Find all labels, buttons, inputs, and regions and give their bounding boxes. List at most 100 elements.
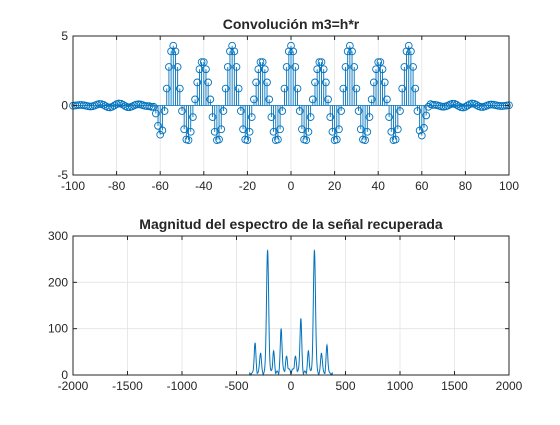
- stem-marker: [348, 47, 356, 56]
- x-tick-label: -500: [224, 379, 248, 393]
- stem-marker: [317, 58, 326, 66]
- x-tick-label: 1000: [387, 379, 414, 393]
- y-tick-label: 0: [61, 99, 68, 113]
- stem-marker: [156, 130, 165, 139]
- stem-marker: [154, 121, 162, 130]
- stem-marker: [119, 100, 127, 109]
- stem-marker: [380, 78, 389, 87]
- stem-marker: [387, 127, 396, 136]
- stem-marker: [319, 65, 328, 74]
- stem-marker: [326, 113, 335, 121]
- stem-marker: [354, 107, 363, 115]
- x-tick-label: 80: [459, 179, 473, 193]
- stem-marker: [260, 65, 269, 74]
- x-tick-label: 40: [372, 179, 386, 193]
- stem-marker: [258, 58, 267, 66]
- stem-marker: [99, 101, 108, 109]
- x-tick-label: 2000: [496, 379, 523, 393]
- stem-marker: [274, 135, 282, 144]
- x-tick-label: -60: [152, 179, 170, 193]
- stem-marker: [289, 47, 298, 56]
- y-tick-label: 0: [61, 368, 68, 382]
- stem-marker: [232, 63, 241, 71]
- stem-marker: [378, 65, 387, 74]
- stem-marker: [393, 125, 402, 134]
- stem-marker: [413, 107, 422, 115]
- stem-marker: [186, 127, 195, 136]
- y-tick-label: 200: [48, 275, 68, 289]
- stem-marker: [339, 84, 348, 93]
- stem-marker: [350, 63, 359, 71]
- stem-marker: [217, 125, 226, 134]
- stem-marker: [165, 63, 173, 71]
- stem-marker: [448, 99, 457, 108]
- stem-marker: [280, 84, 289, 93]
- stem-marker: [173, 63, 182, 71]
- stem-marker: [237, 107, 245, 115]
- chart-title: Magnitud del espectro de la señal recupe…: [139, 216, 443, 232]
- stem-marker: [180, 125, 189, 134]
- stem-marker: [234, 84, 243, 93]
- stem-marker: [415, 126, 424, 135]
- stem-marker: [398, 84, 407, 93]
- stem-marker: [311, 78, 319, 87]
- x-tick-label: -80: [108, 179, 126, 193]
- y-tick-label: 5: [61, 29, 68, 43]
- stem-marker: [239, 125, 247, 134]
- stem-marker: [304, 127, 313, 136]
- ticks: -2000 -1500 -1000 -500 0 500 1000 1500 2000 0 100 2…: [48, 229, 523, 393]
- stem-marker: [361, 136, 369, 144]
- stem-marker: [356, 125, 365, 134]
- stem-marker: [204, 78, 213, 87]
- stem-marker: [250, 95, 258, 104]
- stem-marker: [367, 95, 376, 104]
- stem-marker: [420, 124, 428, 132]
- stem-marker: [341, 63, 350, 71]
- stem-marker: [245, 127, 254, 136]
- stem-marker: [291, 63, 300, 71]
- stem-marker: [396, 107, 404, 115]
- stem-marker: [193, 78, 202, 87]
- x-tick-label: -20: [239, 179, 257, 193]
- stem-marker: [374, 58, 383, 66]
- stem-marker: [184, 136, 193, 144]
- stem-series: [69, 41, 513, 144]
- x-tick-label: -40: [195, 179, 213, 193]
- stem-marker: [276, 125, 284, 134]
- stem-marker: [365, 113, 374, 121]
- stem-marker: [363, 127, 372, 136]
- subplot-convolution: -100 -80 -60 -40 -20 0 20 40 60 80 100 -5 0 5 Convolu…: [57, 16, 519, 193]
- stem-marker: [332, 135, 341, 144]
- stem-marker: [278, 107, 287, 115]
- x-tick-label: 500: [335, 379, 355, 393]
- stem-marker: [269, 127, 278, 136]
- stem-marker: [324, 95, 332, 104]
- stem-marker: [400, 63, 409, 71]
- stem-marker: [302, 136, 311, 144]
- y-tick-label: 300: [48, 229, 68, 243]
- stem-marker: [306, 113, 315, 121]
- stem-marker: [383, 95, 391, 104]
- stem-marker: [108, 102, 117, 111]
- stem-marker: [191, 95, 199, 104]
- stem-marker: [223, 63, 232, 71]
- stem-marker: [293, 84, 302, 93]
- stem-marker: [202, 65, 210, 74]
- stem-marker: [352, 84, 361, 93]
- stem-marker: [295, 107, 304, 115]
- x-tick-label: 0: [288, 179, 295, 193]
- stem-marker: [171, 47, 180, 56]
- stem-marker: [147, 102, 156, 111]
- stem-marker: [247, 113, 256, 121]
- x-tick-label: -1000: [167, 379, 198, 393]
- stem-marker: [369, 78, 378, 87]
- x-tick-label: 20: [328, 179, 342, 193]
- stem-marker: [385, 113, 393, 121]
- stem-marker: [149, 102, 158, 111]
- stem-marker: [221, 84, 230, 93]
- x-tick-label: 100: [499, 179, 519, 193]
- stem-marker: [335, 125, 343, 134]
- stem-marker: [162, 84, 171, 93]
